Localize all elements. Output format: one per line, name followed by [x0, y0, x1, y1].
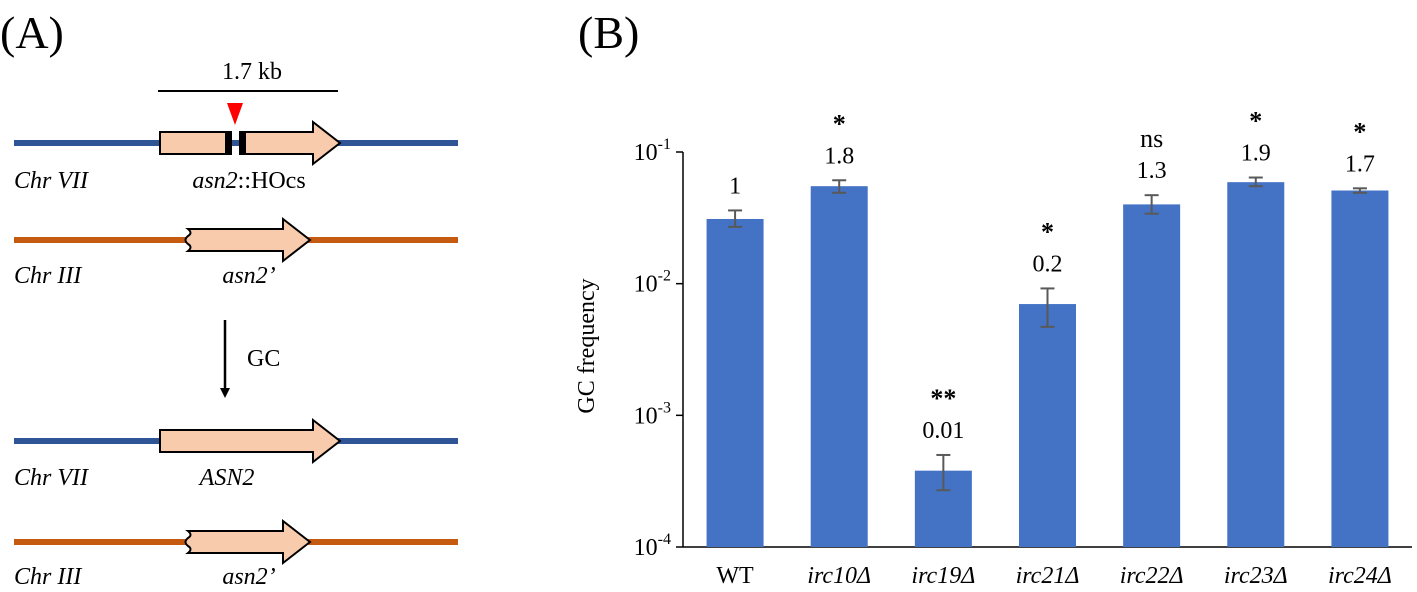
gene-arrow-right [244, 119, 342, 167]
significance-label: ns [1140, 124, 1163, 153]
bar [1019, 304, 1076, 547]
significance-label: * [1353, 117, 1366, 146]
bar [706, 218, 764, 547]
hocs-block-right [239, 131, 245, 155]
bars: 1WT1.8*irc10Δ0.01**irc19Δ0.2*irc21Δ1.3ns… [706, 107, 1392, 589]
scale-bar-label: 1.7 kb [222, 59, 282, 85]
panel-a: (A) 1.7 kb Chr VII asn2::HOcs Chr III as… [0, 7, 458, 590]
hocs-block-left [226, 131, 232, 155]
bar [1123, 204, 1181, 547]
row-chr-vii-before: Chr VII asn2::HOcs [14, 103, 458, 194]
value-label: 0.01 [922, 418, 964, 444]
significance-label: * [1249, 107, 1262, 136]
value-label: 1.9 [1241, 141, 1271, 167]
row-chr-vii-after: Chr VII ASN2 [14, 417, 458, 491]
gene-arrow [159, 417, 342, 465]
chromosome-label: Chr III [14, 263, 82, 289]
chromosome-label: Chr VII [14, 168, 89, 194]
y-tick-label: 10-4 [634, 531, 671, 561]
row-chr-iii-after: Chr III asn2’ [14, 518, 458, 590]
gc-arrow-label: GC [247, 346, 280, 372]
chromosome-label: Chr III [14, 564, 82, 590]
x-tick-label: irc19Δ [911, 563, 975, 589]
y-tick-label: 10-3 [634, 399, 671, 429]
x-tick-label: irc21Δ [1016, 563, 1080, 589]
panel-b: (B) GC frequency 10-1 10-2 10-3 10-4 1 WT 1.8… [574, 7, 1412, 589]
gene-fragment-left [159, 131, 227, 155]
significance-label: * [1041, 217, 1054, 246]
x-tick-label: irc23Δ [1224, 563, 1288, 589]
y-ticks: 10-1 10-2 10-3 10-4 [634, 136, 683, 561]
gene-label: ASN2 [198, 465, 255, 491]
panel-b-label: (B) [578, 7, 639, 58]
gene-label: asn2’ [222, 263, 275, 289]
bar [1331, 190, 1389, 547]
value-label: 1.8 [824, 143, 854, 169]
x-tick-label: irc24Δ [1328, 563, 1392, 589]
bar [1227, 182, 1285, 548]
x-tick-label: irc22Δ [1120, 563, 1184, 589]
y-tick-label: 10-2 [634, 268, 671, 298]
value-label: 1.7 [1345, 151, 1375, 177]
panel-a-label: (A) [0, 7, 64, 58]
chromosome-label: Chr VII [14, 465, 89, 491]
significance-label: * [833, 109, 846, 138]
x-tick-label: WT [716, 563, 754, 589]
gene-label: asn2’ [222, 564, 275, 590]
significance-label: ** [930, 384, 956, 413]
truncated-gene-arrow [184, 518, 312, 566]
row-chr-iii-before: Chr III asn2’ [14, 216, 458, 289]
bar [810, 186, 868, 547]
value-label: 0.2 [1033, 251, 1063, 277]
cut-site-marker-icon [227, 103, 243, 125]
value-label: 1.3 [1137, 158, 1167, 184]
y-axis-label: GC frequency [574, 278, 600, 413]
truncated-gene-arrow [184, 216, 312, 264]
gene-label: asn2::HOcs [192, 168, 305, 194]
value-label: 1 [729, 173, 741, 199]
y-tick-label: 10-1 [634, 136, 671, 166]
x-tick-label: irc10Δ [807, 563, 871, 589]
